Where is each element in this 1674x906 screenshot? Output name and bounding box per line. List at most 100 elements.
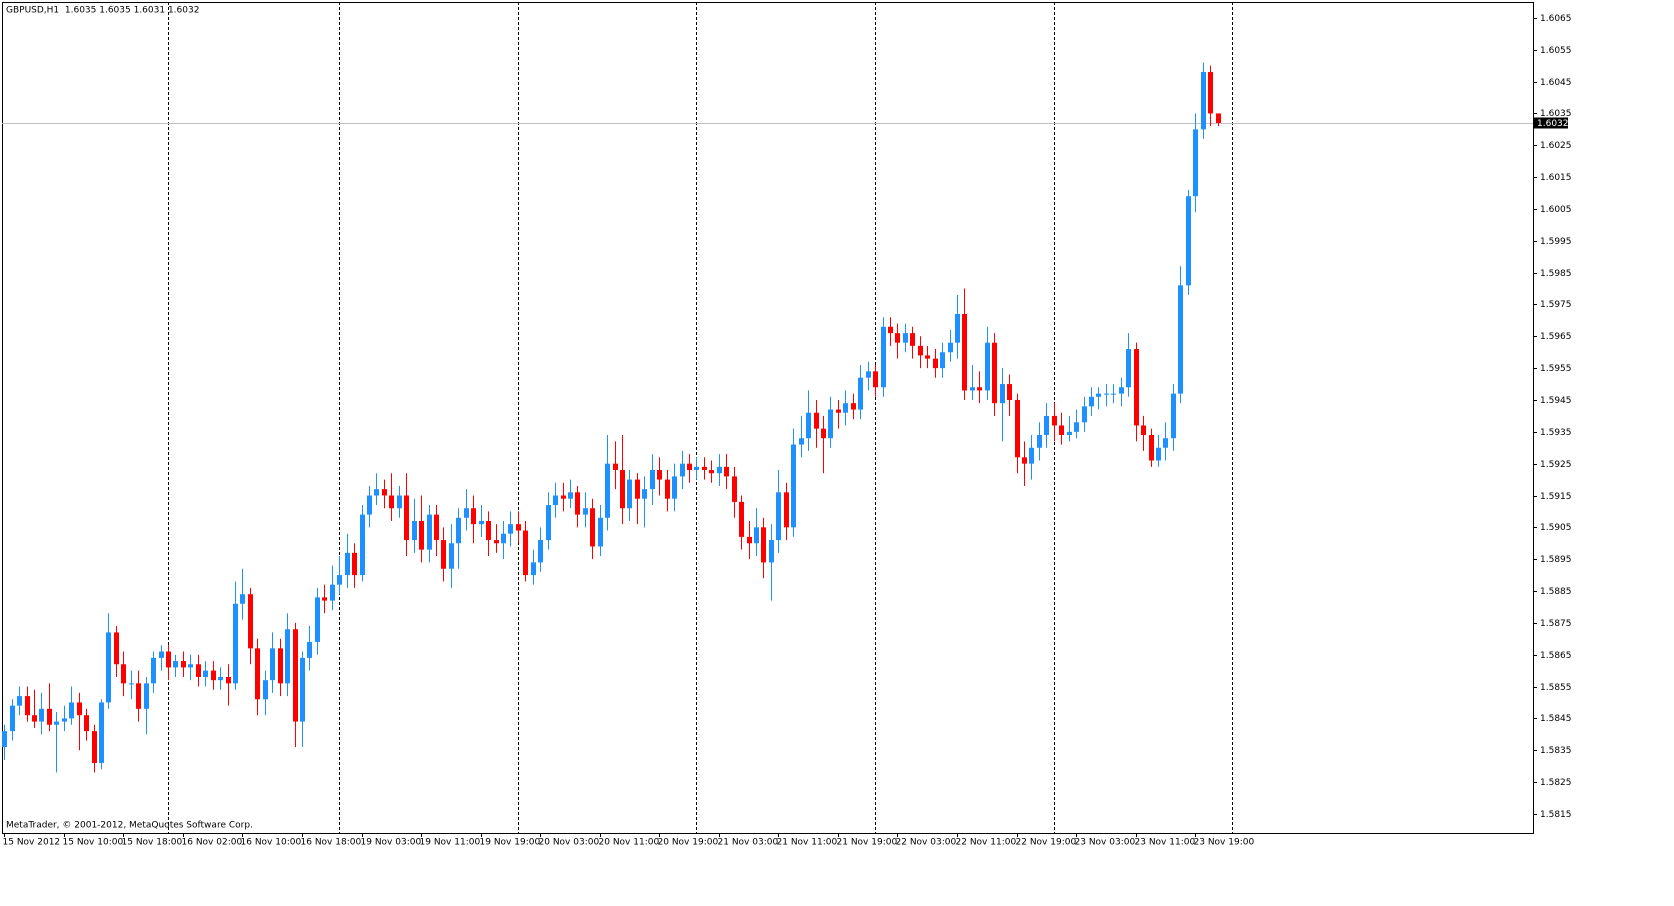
candle-body <box>531 562 536 576</box>
candle-body <box>940 352 945 369</box>
candle-body <box>962 314 967 391</box>
x-tick-label: 21 Nov 11:00 <box>777 838 838 848</box>
candle-body <box>456 517 461 544</box>
candle-body <box>747 536 752 544</box>
candle-body <box>1052 415 1057 426</box>
x-tick-label: 23 Nov 19:00 <box>1194 838 1255 848</box>
candle-body <box>1126 349 1131 388</box>
x-tick-label: 19 Nov 11:00 <box>420 838 481 848</box>
candle-body <box>1059 425 1064 436</box>
candle-body <box>538 540 543 563</box>
candle-body <box>516 524 521 531</box>
candle-body <box>419 520 424 550</box>
candle-body <box>374 489 379 496</box>
candle-body <box>434 514 439 541</box>
candle-body <box>479 520 484 525</box>
candle-body <box>77 702 82 716</box>
candle-body <box>345 552 350 576</box>
candle-body <box>888 326 893 334</box>
x-tick-label: 16 Nov 18:00 <box>301 838 362 848</box>
candle-body <box>173 661 178 668</box>
y-tick-label: 1.5905 <box>1540 523 1572 533</box>
candle-body <box>1119 387 1124 394</box>
candle-body <box>136 683 141 709</box>
candle-body <box>1104 393 1109 395</box>
candle-body <box>784 492 789 528</box>
candle-body <box>1096 393 1101 397</box>
candle-body <box>330 584 335 601</box>
candle-body <box>851 403 856 410</box>
y-tick-label: 1.5965 <box>1540 332 1572 342</box>
candle-body <box>1186 196 1191 286</box>
candle-body <box>233 603 238 684</box>
candle-body <box>211 670 216 681</box>
candle-body <box>397 495 402 509</box>
y-tick-label: 1.5985 <box>1540 269 1572 279</box>
candle-body <box>598 517 603 547</box>
candle-body <box>613 463 618 471</box>
x-tick-label: 21 Nov 03:00 <box>718 838 779 848</box>
candle-body <box>166 651 171 668</box>
candle-body <box>523 530 528 576</box>
candle-body <box>933 358 938 369</box>
candle-body <box>843 403 848 413</box>
candle-body <box>1156 447 1161 461</box>
candle-body <box>248 594 253 649</box>
candle-body <box>1208 72 1213 114</box>
candle-body <box>642 489 647 499</box>
candle-body <box>925 355 930 359</box>
y-tick-label: 1.5865 <box>1540 651 1572 661</box>
candle-body <box>2 731 7 748</box>
candle-body <box>360 514 365 576</box>
y-tick-label: 1.5925 <box>1540 460 1572 470</box>
x-tick-label: 16 Nov 10:00 <box>241 838 302 848</box>
candle-body <box>776 492 781 541</box>
candle-body <box>315 597 320 642</box>
candle-body <box>702 466 707 471</box>
candle-body <box>32 715 37 722</box>
y-tick-label: 1.5895 <box>1540 555 1572 565</box>
candle-body <box>903 333 908 343</box>
candle-body <box>106 632 111 703</box>
candle-body <box>687 463 692 471</box>
candle-body <box>352 552 357 576</box>
candle-body <box>866 371 871 378</box>
candle-body <box>1037 435 1042 448</box>
candle-body <box>575 492 580 515</box>
candle-body <box>69 702 74 719</box>
candle-body <box>263 680 268 700</box>
x-tick-label: 23 Nov 11:00 <box>1135 838 1196 848</box>
x-tick-label: 16 Nov 02:00 <box>182 838 243 848</box>
candle-body <box>806 412 811 439</box>
y-tick-label: 1.5935 <box>1540 428 1572 438</box>
x-tick-label: 19 Nov 03:00 <box>361 838 422 848</box>
candle-body <box>203 670 208 677</box>
candle-body <box>620 470 625 509</box>
candle-body <box>717 466 722 474</box>
candle-body <box>54 721 59 725</box>
y-tick-label: 1.6055 <box>1540 46 1572 56</box>
x-tick-label: 20 Nov 03:00 <box>539 838 600 848</box>
y-tick-label: 1.6035 <box>1540 109 1572 119</box>
candle-body <box>709 470 714 474</box>
candle-body <box>1022 457 1027 464</box>
candle-body <box>501 533 506 544</box>
candle-body <box>181 661 186 668</box>
candle-body <box>1193 129 1198 197</box>
candle-body <box>828 409 833 439</box>
candle-body <box>665 479 670 499</box>
candle-body <box>1134 349 1139 426</box>
y-tick-label: 1.5825 <box>1540 778 1572 788</box>
candle-body <box>486 520 491 541</box>
candle-body <box>650 470 655 490</box>
candle-body <box>337 575 342 585</box>
candle-body <box>791 444 796 528</box>
candle-body <box>948 342 953 353</box>
candle-body <box>1141 425 1146 436</box>
candle-body <box>129 683 134 685</box>
candle-body <box>188 664 193 668</box>
candle-body <box>1216 113 1221 123</box>
candle-body <box>836 409 841 413</box>
candle-body <box>1007 384 1012 400</box>
